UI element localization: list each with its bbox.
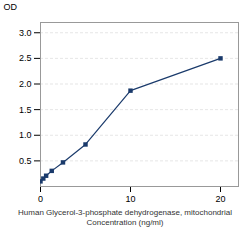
svg-text:1.5: 1.5 [19,105,32,115]
svg-text:OD: OD [4,2,18,12]
svg-text:20: 20 [215,194,225,204]
svg-text:0: 0 [38,194,43,204]
svg-text:2.0: 2.0 [19,79,32,89]
svg-text:1.0: 1.0 [19,130,32,140]
svg-text:10: 10 [125,194,135,204]
html-text:Human Glycerol-3-phosphate deh: Human Glycerol-3-phosphate dehydrogenase… [18,208,232,227]
svg-text:0.5: 0.5 [19,156,32,166]
svg-text:2.5: 2.5 [19,53,32,63]
svg-text:3.0: 3.0 [19,28,32,38]
